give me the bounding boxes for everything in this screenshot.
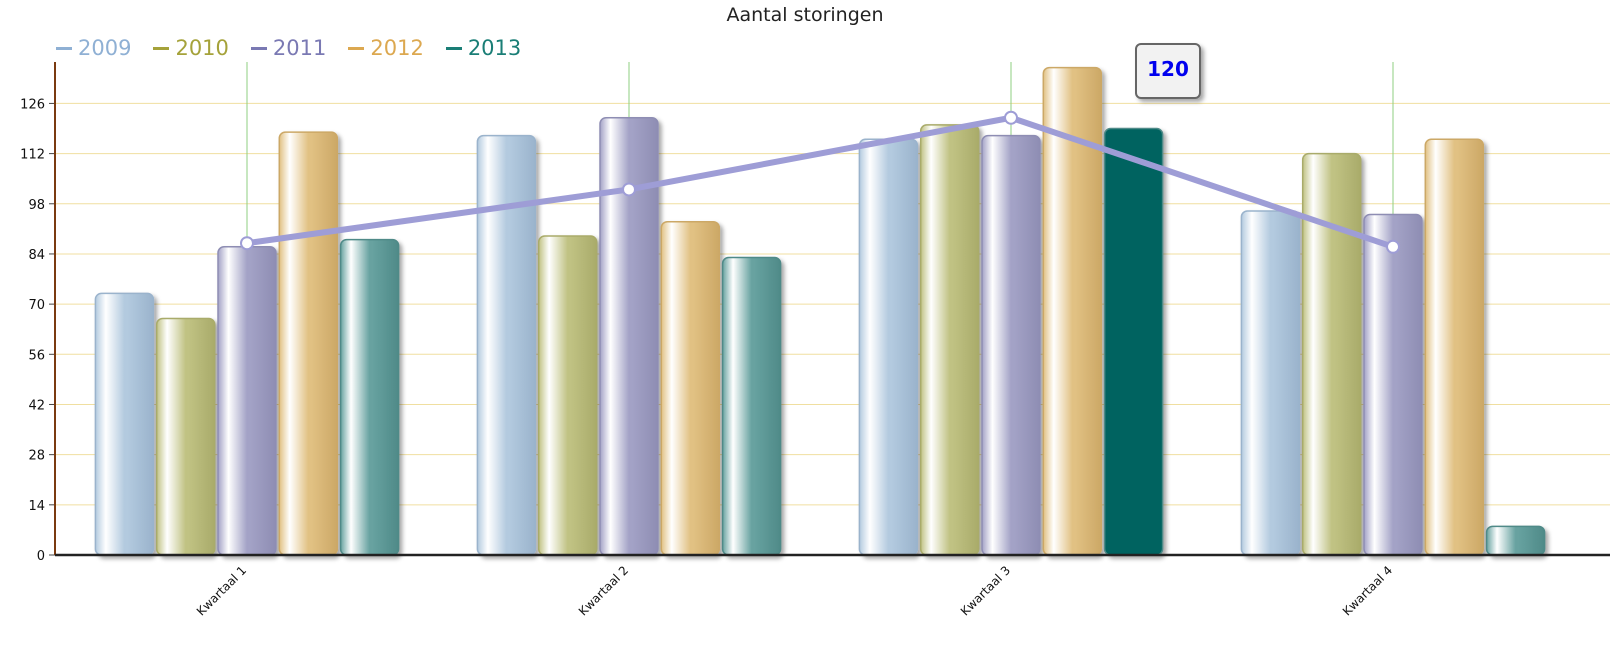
bar-2011-3: [981, 134, 1041, 556]
tooltip: 120: [1135, 43, 1201, 99]
x-tick-label: Kwartaal 4: [1340, 563, 1395, 618]
x-tick-label: Kwartaal 1: [194, 563, 249, 618]
legend: 2009 2010 2011 2012 2013: [56, 36, 521, 60]
legend-swatch: [445, 46, 462, 50]
legend-item-2012[interactable]: 2012: [348, 36, 424, 60]
y-tick-label: 98: [28, 198, 45, 213]
bar-2013-3: [1103, 127, 1164, 556]
bar-2009-1: [94, 292, 155, 556]
bar-2012-4: [1424, 138, 1485, 556]
y-tick-label: 70: [28, 298, 45, 313]
legend-label: 2010: [175, 36, 229, 60]
y-tick-label: 126: [20, 97, 45, 112]
legend-label: 2012: [370, 36, 424, 60]
line-point: [622, 182, 636, 197]
legend-swatch: [348, 46, 365, 50]
bar-2010-2: [537, 235, 598, 556]
legend-item-2013[interactable]: 2013: [445, 36, 522, 60]
bar-2013-2: [721, 256, 782, 556]
line-point: [240, 236, 254, 251]
y-tick-label: 28: [28, 449, 45, 464]
tooltip-value: 120: [1147, 57, 1189, 81]
legend-swatch: [153, 46, 170, 50]
x-tick-label: Kwartaal 2: [576, 563, 631, 618]
line-point: [1386, 239, 1400, 254]
y-tick-label: 14: [28, 499, 45, 514]
legend-label: 2009: [78, 36, 132, 60]
chart-title: Aantal storingen: [726, 4, 884, 26]
x-tick-label: Kwartaal 3: [958, 563, 1013, 618]
y-tick-label: 84: [28, 248, 45, 263]
bar-2009-4: [1240, 210, 1301, 556]
bar-2010-1: [155, 317, 216, 556]
bar-2011-1: [217, 246, 277, 556]
legend-item-2011[interactable]: 2011: [250, 36, 327, 60]
legend-item-2010[interactable]: 2010: [153, 36, 229, 60]
legend-swatch: [56, 46, 72, 50]
bar-2013-4: [1485, 525, 1546, 556]
y-tick-label: 112: [20, 148, 45, 163]
y-tick-label: 42: [28, 398, 45, 413]
bar-2012-2: [660, 220, 721, 556]
bar-2009-2: [476, 134, 537, 556]
bar-2010-3: [919, 124, 980, 556]
bar-2013-1: [339, 238, 400, 556]
line-series: [246, 114, 1394, 250]
bar-2010-4: [1301, 152, 1362, 556]
legend-label: 2013: [467, 36, 522, 60]
bar-2011-4: [1363, 213, 1423, 556]
bar-2012-1: [278, 131, 339, 556]
bar-2009-3: [858, 138, 919, 556]
legend-label: 2011: [272, 36, 327, 60]
y-tick-label: 0: [37, 549, 45, 564]
y-tick-label: 56: [28, 348, 45, 363]
line-point: [1004, 110, 1018, 125]
tooltip-box: [1135, 43, 1201, 99]
legend-swatch: [250, 46, 267, 50]
legend-item-2009[interactable]: 2009: [56, 36, 131, 60]
